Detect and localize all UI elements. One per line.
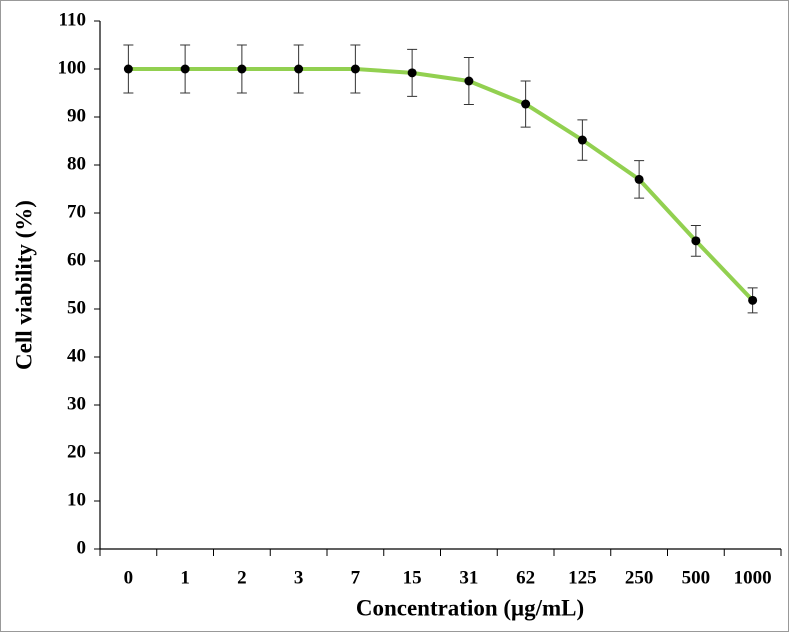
y-tick-label: 20 — [67, 441, 86, 462]
point — [123, 64, 133, 74]
x-tick-label: 62 — [516, 567, 535, 588]
y-tick-label: 110 — [59, 9, 86, 30]
x-tick-label: 0 — [124, 567, 134, 588]
y-tick-label: 70 — [67, 201, 86, 222]
x-tick-label: 250 — [625, 567, 654, 588]
y-tick-label: 90 — [67, 105, 86, 126]
y-tick-label: 100 — [58, 57, 87, 78]
point — [634, 174, 644, 184]
point — [350, 64, 360, 74]
point — [748, 295, 758, 305]
y-tick-label: 40 — [67, 345, 86, 366]
point — [577, 135, 587, 145]
point — [237, 64, 247, 74]
x-tick-label: 3 — [294, 567, 304, 588]
y-tick-label: 80 — [67, 153, 86, 174]
y-tick-label: 10 — [67, 489, 86, 510]
y-tick-label: 0 — [77, 537, 87, 558]
point — [180, 64, 190, 74]
y-tick-label: 50 — [67, 297, 86, 318]
y-tick-label: 60 — [67, 249, 86, 270]
line — [128, 67, 755, 302]
point — [521, 99, 531, 109]
y-tick-label: 30 — [67, 393, 86, 414]
x-tick-label: 15 — [403, 567, 422, 588]
point — [294, 64, 304, 74]
point — [691, 236, 701, 246]
x-axis-title: Concentration (μg/mL) — [356, 595, 584, 620]
point — [407, 68, 417, 78]
x-tick-label: 500 — [682, 567, 711, 588]
y-axis-title: Cell viability (%) — [11, 200, 36, 370]
x-tick-label: 31 — [459, 567, 478, 588]
x-tick-label: 1000 — [734, 567, 772, 588]
point — [464, 76, 474, 86]
x-tick-label: 1 — [180, 567, 190, 588]
x-tick-label: 125 — [568, 567, 597, 588]
x-tick-label: 2 — [237, 567, 247, 588]
x-tick-label: 7 — [351, 567, 361, 588]
